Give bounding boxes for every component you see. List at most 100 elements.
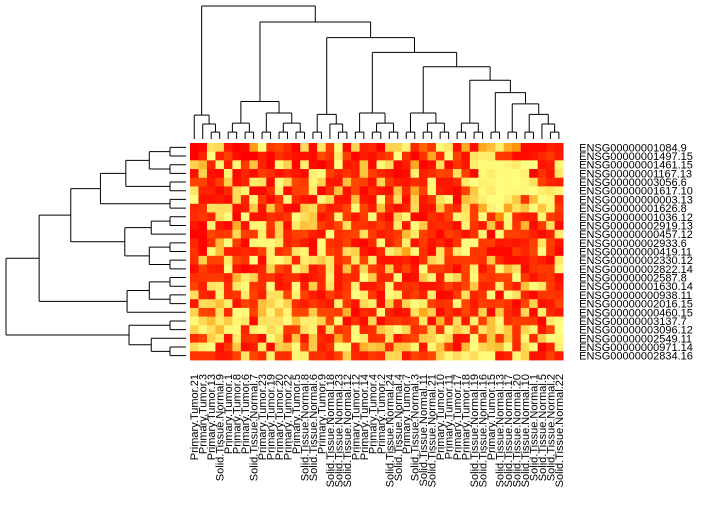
heatmap-cell: [452, 238, 462, 248]
heatmap-cell: [249, 177, 259, 187]
heatmap-cell: [554, 351, 564, 361]
heatmap-cell: [223, 255, 233, 265]
heatmap-cell: [368, 229, 377, 239]
heatmap-cell: [325, 299, 335, 309]
heatmap-cell: [486, 290, 496, 300]
heatmap-cell: [300, 151, 310, 161]
heatmap-cell: [385, 255, 394, 265]
heatmap-cell: [495, 169, 505, 179]
heatmap-cell: [283, 195, 293, 205]
heatmap-cell: [257, 221, 267, 231]
heatmap-cell: [223, 229, 233, 239]
heatmap-cell: [410, 151, 420, 161]
heatmap-cell: [554, 143, 564, 153]
heatmap-cell: [308, 143, 318, 153]
heatmap-cell: [300, 169, 310, 179]
heatmap-cell: [274, 281, 284, 291]
column-label: Primary.Tumor.18: [461, 374, 473, 460]
heatmap-cell: [435, 195, 445, 205]
heatmap-cell: [461, 238, 471, 248]
heatmap-cell: [291, 195, 301, 205]
heatmap-cell: [240, 151, 250, 161]
heatmap-cell: [529, 247, 539, 257]
heatmap-cell: [190, 299, 199, 309]
heatmap-cell: [376, 307, 386, 317]
heatmap-cell: [461, 299, 471, 309]
heatmap-cell: [198, 264, 208, 274]
heatmap-cell: [495, 195, 505, 205]
heatmap-cell: [240, 143, 250, 153]
heatmap-cell: [198, 325, 208, 335]
heatmap-cell: [537, 238, 547, 248]
heatmap-cell: [495, 290, 505, 300]
heatmap-cell: [495, 264, 505, 274]
heatmap-cell: [325, 290, 335, 300]
heatmap-cell: [266, 221, 276, 231]
heatmap-cell: [223, 281, 233, 291]
heatmap-cell: [427, 221, 437, 231]
heatmap-cell: [461, 186, 471, 196]
heatmap-cell: [546, 229, 556, 239]
heatmap-cell: [232, 307, 242, 317]
heatmap-cell: [385, 151, 394, 161]
heatmap-cell: [325, 281, 335, 291]
heatmap-cell: [334, 316, 344, 326]
heatmap-cell: [393, 203, 403, 213]
column-label: Primary.Tumor.22: [283, 374, 295, 460]
row-label: ENSG00000000457.12: [579, 229, 693, 241]
heatmap-cell: [503, 160, 513, 170]
heatmap-cell: [554, 151, 564, 161]
heatmap-cell: [240, 186, 250, 196]
heatmap-cell: [537, 299, 547, 309]
heatmap-cell: [393, 160, 403, 170]
heatmap-cell: [452, 247, 462, 257]
heatmap-cell: [393, 186, 403, 196]
column-label: Primary.Tumor.12: [350, 374, 362, 460]
heatmap-cell: [325, 273, 335, 283]
heatmap-cell: [554, 160, 564, 170]
heatmap-cell: [334, 299, 344, 309]
heatmap-cell: [529, 342, 539, 352]
heatmap-cell: [300, 273, 310, 283]
heatmap-cell: [317, 325, 327, 335]
heatmap-cell: [351, 195, 360, 205]
heatmap-cell: [495, 160, 505, 170]
heatmap-cell: [283, 143, 293, 153]
heatmap-cell: [478, 281, 488, 291]
heatmap-cell: [308, 186, 318, 196]
heatmap-cell: [190, 177, 199, 187]
column-label: Primary.Tumor.4: [367, 374, 379, 454]
heatmap-cell: [385, 316, 394, 326]
heatmap-cell: [198, 212, 208, 222]
heatmap-cell: [461, 143, 471, 153]
heatmap-cell: [368, 177, 377, 187]
heatmap-cell: [317, 307, 327, 317]
heatmap-cell: [537, 351, 547, 361]
heatmap-cell: [368, 342, 377, 352]
heatmap-cell: [418, 342, 428, 352]
heatmap-cell: [444, 316, 454, 326]
heatmap-cell: [410, 342, 420, 352]
heatmap-cell: [444, 151, 454, 161]
heatmap-cell: [554, 177, 564, 187]
heatmap-cell: [334, 325, 344, 335]
heatmap-cell: [351, 264, 360, 274]
heatmap-cell: [342, 247, 352, 257]
heatmap-cell: [537, 333, 547, 344]
heatmap-cell: [368, 143, 377, 153]
heatmap-cell: [190, 212, 199, 222]
heatmap-cell: [300, 351, 310, 361]
heatmap-cell: [376, 333, 386, 344]
heatmap-cell: [232, 247, 242, 257]
heatmap-cell: [469, 195, 479, 205]
heatmap-cell: [334, 186, 344, 196]
heatmap-cell: [461, 342, 471, 352]
heatmap-cell: [342, 160, 352, 170]
heatmap-cell: [444, 143, 454, 153]
heatmap-cell: [308, 255, 318, 265]
heatmap-cell: [410, 186, 420, 196]
heatmap-cell: [520, 299, 530, 309]
heatmap-cell: [257, 229, 267, 239]
heatmap-cell: [274, 299, 284, 309]
heatmap-cell: [206, 281, 216, 291]
